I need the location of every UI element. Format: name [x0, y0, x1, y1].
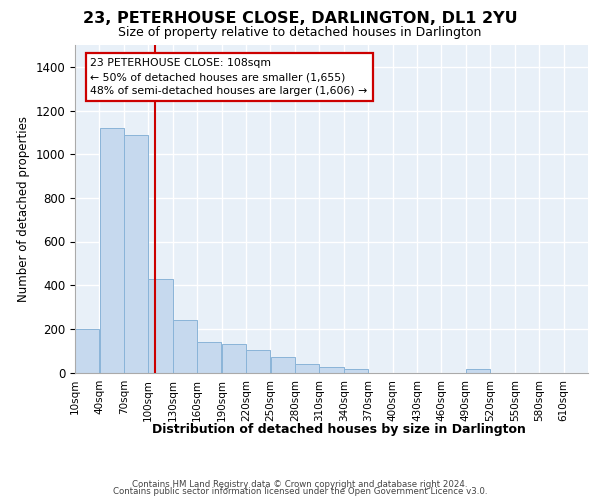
- Bar: [148, 278, 173, 372]
- Bar: [246, 350, 270, 372]
- Bar: [100, 128, 124, 372]
- Bar: [319, 367, 344, 372]
- Bar: [75, 329, 99, 372]
- Bar: [197, 342, 221, 372]
- Text: Contains public sector information licensed under the Open Government Licence v3: Contains public sector information licen…: [113, 488, 487, 496]
- Text: 23 PETERHOUSE CLOSE: 108sqm
← 50% of detached houses are smaller (1,655)
48% of : 23 PETERHOUSE CLOSE: 108sqm ← 50% of det…: [91, 58, 368, 96]
- Bar: [344, 368, 368, 372]
- Bar: [271, 357, 295, 372]
- Text: 23, PETERHOUSE CLOSE, DARLINGTON, DL1 2YU: 23, PETERHOUSE CLOSE, DARLINGTON, DL1 2Y…: [83, 11, 517, 26]
- Bar: [466, 368, 490, 372]
- Y-axis label: Number of detached properties: Number of detached properties: [17, 116, 30, 302]
- Bar: [295, 364, 319, 372]
- Bar: [173, 320, 197, 372]
- Bar: [124, 134, 148, 372]
- Text: Distribution of detached houses by size in Darlington: Distribution of detached houses by size …: [152, 422, 526, 436]
- Text: Size of property relative to detached houses in Darlington: Size of property relative to detached ho…: [118, 26, 482, 39]
- Text: Contains HM Land Registry data © Crown copyright and database right 2024.: Contains HM Land Registry data © Crown c…: [132, 480, 468, 489]
- Bar: [222, 344, 246, 372]
